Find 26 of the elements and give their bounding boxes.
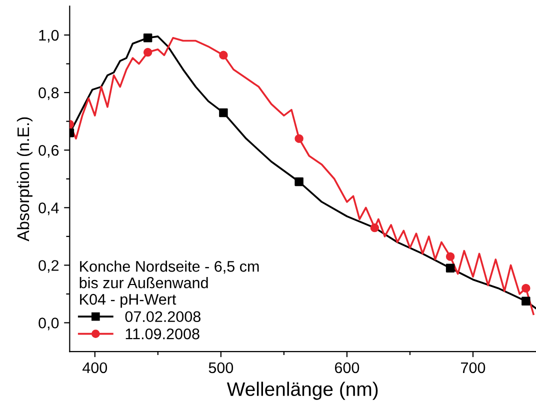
y-tick-label: 1,0 bbox=[39, 30, 59, 43]
y-axis-title: Absorption (n.E.) bbox=[16, 117, 32, 242]
x-tick-label: 600 bbox=[334, 362, 360, 374]
x-tick-label: 400 bbox=[82, 362, 108, 374]
point bbox=[522, 284, 530, 293]
point bbox=[219, 108, 228, 118]
point bbox=[219, 50, 228, 60]
point bbox=[370, 223, 380, 232]
y-tick-label: 0,4 bbox=[38, 202, 59, 216]
point bbox=[522, 296, 530, 306]
legend-title: Konche Nordseite - 6,5 cm bis zur Außenwand K04 - pH-Wert bbox=[80, 260, 259, 308]
point bbox=[143, 48, 152, 57]
x-axis-title: Wellenlänge (nm) bbox=[226, 382, 378, 400]
point bbox=[294, 177, 304, 186]
y-tick-label: 0,2 bbox=[38, 260, 58, 273]
point bbox=[446, 264, 455, 272]
x-tick-label: 500 bbox=[208, 362, 234, 374]
legend-label: 07.02.2008 bbox=[125, 311, 200, 322]
x-tick-label: 700 bbox=[461, 362, 486, 374]
point bbox=[294, 134, 304, 143]
y-tick-label: 0,8 bbox=[38, 87, 59, 100]
point bbox=[143, 34, 152, 42]
y-tick-label: 0,0 bbox=[38, 318, 59, 330]
point bbox=[446, 252, 455, 261]
legend-label: 11.09.2008 bbox=[126, 328, 200, 340]
y-tick-label: 0,6 bbox=[38, 144, 59, 158]
